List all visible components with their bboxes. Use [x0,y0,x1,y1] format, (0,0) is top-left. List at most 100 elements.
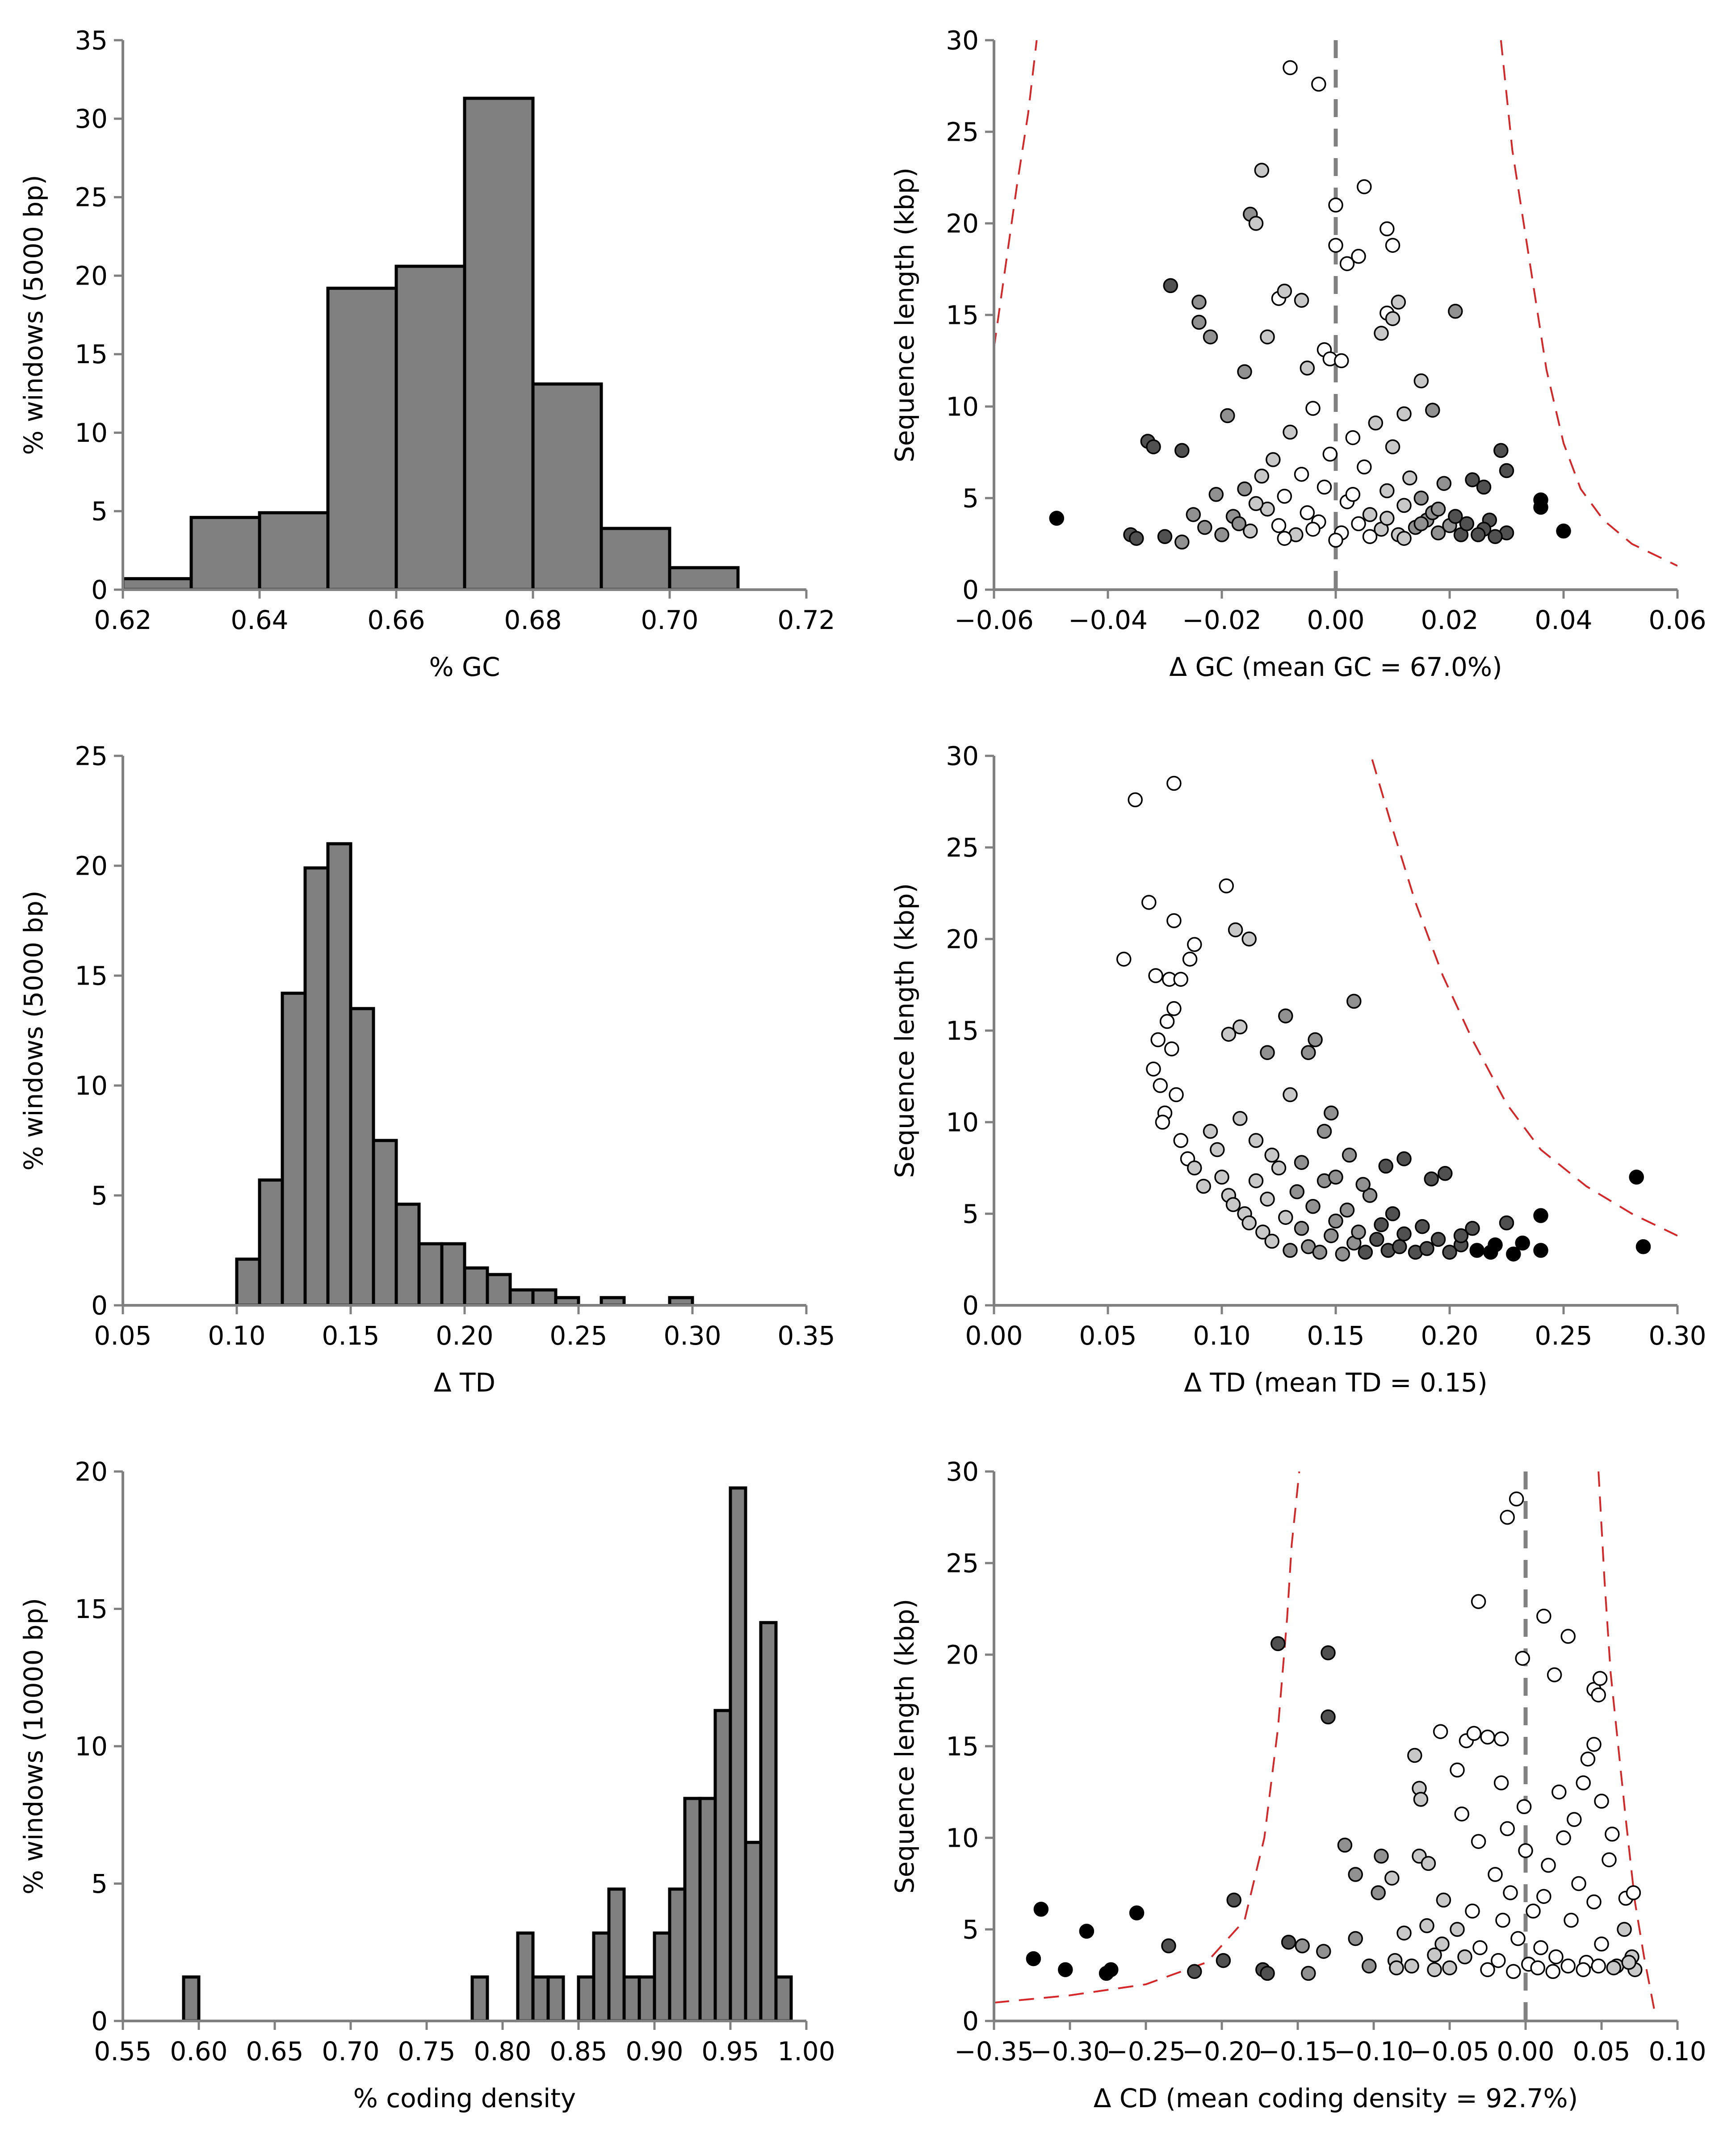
scatter-point [1277,489,1292,504]
scatter-point [1277,283,1292,299]
scatter-point [1571,1876,1586,1891]
scatter-point [1391,294,1406,310]
scatter-point [1374,1217,1389,1232]
scatter-point [1374,326,1389,341]
scatter-point [1472,1940,1488,1955]
scatter-point [1436,476,1452,491]
scatter-point [1301,1045,1316,1060]
x-axis-label: % GC [429,652,500,682]
scatter-point [1248,216,1264,231]
scatter-point [1380,221,1395,237]
scatter-point [1471,1834,1486,1849]
scatter-point [1196,1178,1211,1194]
scatter-point [1210,1142,1225,1157]
scatter-point [1324,1105,1339,1121]
scatter-point [1448,509,1463,524]
plot-area [994,40,1677,590]
x-tick-label: 0.64 [231,605,288,635]
bar [463,96,535,590]
scatter-point [1033,1902,1049,1917]
bar [394,1203,421,1305]
x-tick-label: 0.05 [94,1321,151,1351]
bar [607,1887,626,2021]
x-tick-label: 0.95 [701,2036,759,2067]
bar [637,1975,656,2021]
bar [258,511,330,590]
bar [774,1975,793,2021]
scatter-point [1453,1228,1469,1243]
scatter-point [1187,1964,1202,1979]
y-tick-label: 20 [75,1456,108,1487]
scatter-point [1334,353,1349,369]
y-tick-label: 5 [962,483,979,513]
plot-area [1116,759,1677,1262]
scatter-point [1155,1115,1170,1130]
y-tick-label: 25 [946,832,979,863]
scatter-point [1300,361,1315,376]
bar [470,1975,489,2021]
scatter-point [1594,1794,1609,1809]
scatter-point [1294,293,1309,308]
scatter-point [1225,1197,1241,1212]
scatter-point [1241,1215,1257,1231]
scatter-point [1283,1087,1298,1103]
y-axis-label: Sequence length (kbp) [889,1599,920,1894]
y-tick-label: 25 [946,117,979,147]
scatter-point [1342,1148,1357,1163]
scatter-point [1305,1199,1321,1214]
scatter-point [1471,527,1486,542]
scatter-point [1174,443,1190,458]
scatter-point [1466,1726,1482,1741]
bar [372,1139,398,1305]
scatter-point [1407,1748,1422,1763]
scatter-point [1317,1123,1332,1139]
scatter-point [1436,1892,1451,1908]
scatter-point [1186,507,1201,522]
x-axis-label: % coding density [353,2083,576,2113]
scatter-point [1237,481,1252,497]
threshold-curve [994,40,1038,348]
scatter-point [1457,1949,1472,1965]
bar [258,1178,284,1305]
scatter-point [1322,446,1338,462]
scatter-point [1328,1213,1343,1229]
scatter-point [1564,1912,1579,1928]
scatter-point [1355,1177,1371,1192]
scatter-point [1385,311,1401,326]
scatter-point [1430,501,1446,517]
scatter-point [1369,1232,1384,1247]
y-tick-label: 20 [75,260,108,291]
x-tick-label: 0.85 [549,2036,607,2067]
y-tick-label: 5 [962,1199,979,1229]
scatter-point [1591,1687,1606,1702]
y-axis-label: % windows (5000 bp) [18,890,49,1170]
scatter-point [1374,1849,1389,1864]
gc-histogram: 0 5 10 15 20 25 30 35 0.62 0.64 0.66 0.68 0.70 0.72 % … [18,25,835,682]
scatter-point [1541,1857,1556,1873]
threshold-curve [1500,40,1677,567]
scatter-point [1488,529,1503,544]
bar [417,1242,444,1305]
scatter-point [1450,1922,1465,1937]
y-tick-label: 10 [946,391,979,422]
scatter-point [1556,1830,1571,1845]
scatter-point [1450,1762,1465,1778]
y-tick-label: 0 [91,1290,108,1321]
scatter-point [1389,1960,1404,1975]
bar [531,1288,558,1305]
scatter-point [1328,238,1343,253]
scatter-point [1380,511,1395,526]
scatter-point [1547,1667,1562,1682]
scatter-point [1617,1922,1632,1937]
scatter-point [1345,430,1361,445]
scatter-point [1283,1243,1298,1258]
y-tick-label: 0 [962,2006,979,2036]
scatter-point [1396,1226,1412,1241]
scatter-point [1454,1806,1469,1822]
scatter-point [1560,1958,1576,1974]
scatter-point [1153,1078,1168,1093]
x-tick-label: 0.35 [777,1321,835,1351]
scatter-point [1536,1889,1551,1904]
scatter-point [1281,1934,1296,1950]
y-tick-label: 15 [946,1731,979,1761]
